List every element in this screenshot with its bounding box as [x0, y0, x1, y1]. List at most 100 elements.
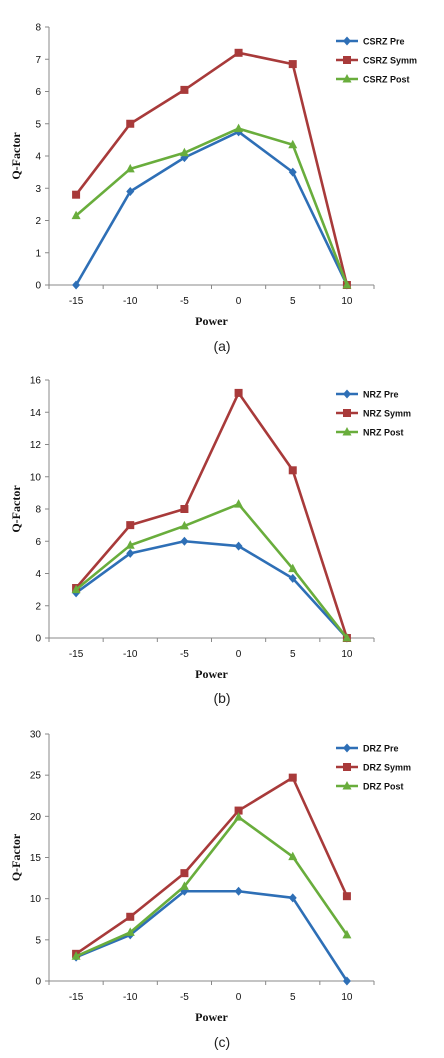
- legend-item: NRZ Symm: [336, 409, 411, 419]
- series-csrz-pre: [72, 127, 351, 290]
- x-tick-label: 0: [236, 649, 242, 660]
- data-point: [342, 781, 352, 790]
- data-point: [343, 389, 351, 399]
- data-point: [125, 540, 135, 549]
- x-tick-label: -5: [180, 992, 189, 1003]
- x-tick-label: 10: [341, 992, 353, 1003]
- data-point: [288, 466, 297, 475]
- legend-item: CSRZ Post: [336, 74, 410, 85]
- legend-label: CSRZ Symm: [363, 56, 417, 66]
- y-tick-label: 2: [35, 216, 41, 227]
- data-point: [71, 584, 81, 594]
- data-point: [234, 499, 244, 508]
- x-tick-label: -10: [123, 992, 138, 1003]
- y-tick-label: 6: [35, 537, 41, 548]
- data-point: [288, 60, 297, 69]
- x-axis-title: Power: [195, 314, 228, 328]
- x-tick-label: -10: [123, 649, 138, 660]
- series-line: [75, 127, 349, 286]
- y-tick-label: 4: [35, 569, 41, 580]
- data-point: [126, 912, 135, 921]
- series-nrz-post: [71, 499, 352, 642]
- data-point: [342, 280, 352, 289]
- chart-caption: (c): [213, 1034, 231, 1050]
- legend-label: NRZ Post: [363, 428, 404, 438]
- data-point: [342, 976, 351, 986]
- y-tick-label: 7: [35, 55, 41, 66]
- legend-item: NRZ Post: [336, 427, 404, 438]
- data-point: [125, 163, 135, 173]
- series-line: [75, 815, 348, 958]
- data-point: [180, 85, 189, 94]
- series-line: [75, 391, 349, 639]
- y-tick-label: 0: [35, 281, 41, 292]
- data-point: [342, 633, 352, 642]
- chart-panel-a: 0 1 2 3 4 5 6 7 8 -15 -10 -5 0 5 10 Power Q-Factor CSRZ P…: [0, 0, 444, 365]
- x-tick-label: -10: [123, 296, 138, 307]
- y-tick-label: 25: [30, 771, 42, 782]
- data-point: [234, 541, 243, 551]
- series-line: [74, 130, 349, 286]
- legend-item: CSRZ Pre: [336, 36, 405, 47]
- legend-label: DRZ Pre: [363, 744, 399, 754]
- data-point: [288, 893, 297, 903]
- legend-item: DRZ Symm: [336, 763, 411, 773]
- x-tick-label: -15: [69, 296, 84, 307]
- series-line: [75, 51, 349, 286]
- legend-label: NRZ Symm: [363, 409, 411, 419]
- data-point: [234, 48, 243, 57]
- x-tick-label: -5: [180, 649, 189, 660]
- data-point: [126, 186, 135, 196]
- x-tick-label: 0: [236, 992, 242, 1003]
- x-axis-title: Power: [195, 667, 228, 681]
- x-tick-label: -15: [69, 649, 84, 660]
- y-tick-label: 10: [30, 472, 42, 483]
- series-drz-post: [71, 812, 352, 960]
- data-point: [180, 886, 189, 896]
- data-point: [343, 743, 351, 753]
- y-tick-label: 15: [30, 853, 42, 864]
- y-tick-label: 0: [35, 977, 41, 988]
- data-point: [72, 280, 81, 290]
- x-tick-label: 5: [290, 992, 296, 1003]
- legend-label: DRZ Symm: [363, 763, 411, 773]
- data-point: [342, 427, 352, 436]
- x-tick-label: -5: [180, 296, 189, 307]
- data-point: [180, 869, 189, 878]
- x-tick-label: 10: [341, 296, 353, 307]
- y-tick-label: 3: [35, 184, 41, 195]
- y-tick-label: 14: [30, 408, 42, 419]
- y-axis-title: Q-Factor: [9, 485, 23, 533]
- chart-panel-c: 0 5 10 15 20 25 30 -15 -10 -5 0 5 10 Power Q-Factor DRZ…: [0, 718, 444, 1058]
- chart-panel-b: 0 2 4 6 8 10 12 14 16 -15 -10 -5 0 5 10 Power Q-Factor NR…: [0, 360, 444, 720]
- series-line: [75, 889, 349, 982]
- legend-label: CSRZ Pre: [363, 37, 405, 47]
- legend-item: DRZ Pre: [336, 743, 399, 754]
- legend-item: DRZ Post: [336, 781, 404, 792]
- data-point: [126, 521, 135, 530]
- y-axis-title: Q-Factor: [9, 132, 23, 180]
- y-tick-label: 1: [35, 248, 41, 259]
- series-line: [75, 502, 348, 639]
- series-drz-symm: [72, 773, 351, 958]
- data-point: [342, 929, 352, 939]
- data-point: [342, 74, 352, 83]
- data-point: [72, 190, 81, 199]
- y-tick-label: 12: [30, 440, 42, 451]
- y-tick-label: 16: [30, 376, 42, 387]
- chart-c: 0 5 10 15 20 25 30 -15 -10 -5 0 5 10 Power Q-Factor DRZ…: [9, 730, 411, 1025]
- data-point: [234, 812, 244, 821]
- data-point: [180, 536, 189, 546]
- y-tick-label: 6: [35, 87, 41, 98]
- y-tick-label: 20: [30, 812, 42, 823]
- series-drz-pre: [72, 886, 351, 986]
- y-tick-label: 4: [35, 152, 41, 163]
- x-tick-label: 10: [341, 649, 353, 660]
- y-tick-label: 8: [35, 505, 41, 516]
- data-point: [288, 851, 298, 861]
- data-point: [288, 573, 297, 583]
- y-tick-label: 2: [35, 601, 41, 612]
- legend-item: NRZ Pre: [336, 389, 399, 400]
- y-tick-label: 0: [35, 634, 41, 645]
- data-point: [71, 951, 81, 960]
